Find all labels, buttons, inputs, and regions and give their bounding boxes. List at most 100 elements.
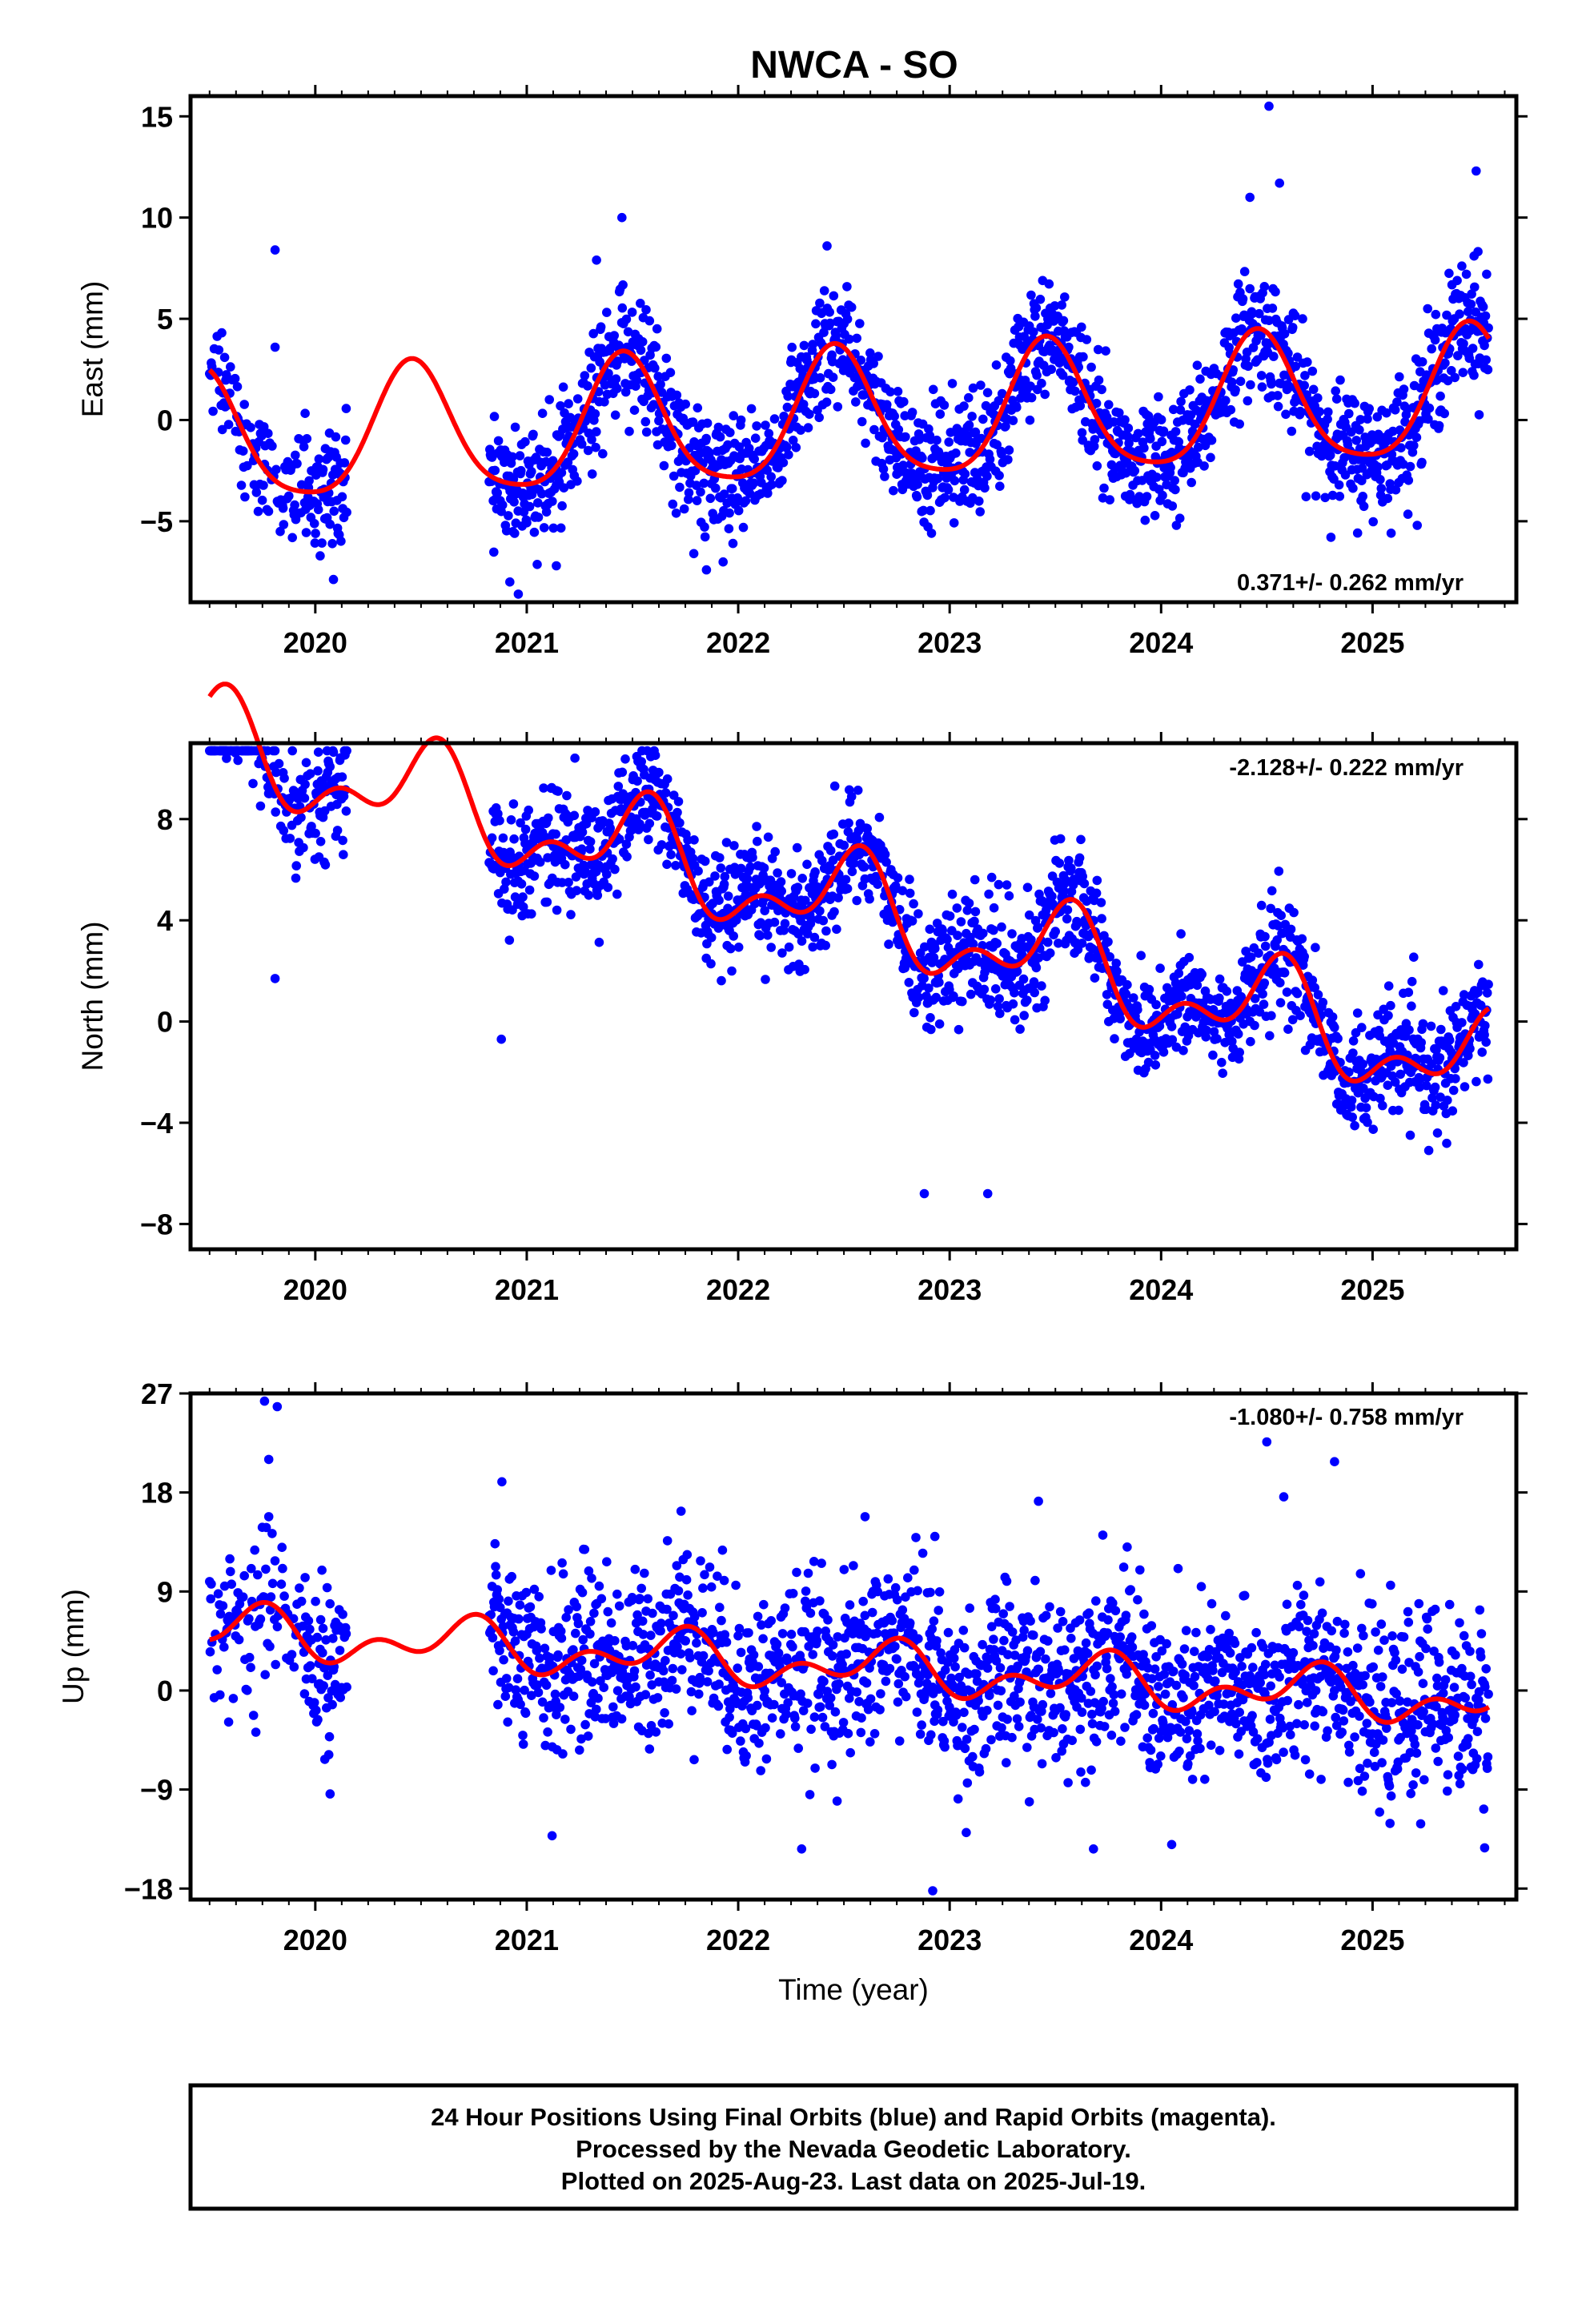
north-data-point (1330, 1023, 1339, 1032)
east-data-point (318, 464, 328, 475)
up-data-point (733, 1663, 742, 1673)
east-data-point (980, 483, 990, 493)
east-data-point (1008, 416, 1018, 425)
north-data-point (829, 781, 840, 791)
north-data-point (553, 786, 563, 796)
east-data-point (217, 328, 227, 338)
east-data-point (917, 453, 927, 463)
up-data-point (741, 1751, 751, 1761)
up-data-point (631, 1682, 640, 1692)
east-data-point (544, 395, 554, 404)
east-data-point (500, 457, 509, 468)
up-data-point (834, 1679, 844, 1689)
east-data-point (1323, 407, 1333, 417)
up-data-point (705, 1562, 715, 1572)
up-data-point (305, 1624, 315, 1634)
north-data-point (299, 842, 308, 853)
up-data-point (488, 1633, 498, 1642)
east-data-point (928, 384, 938, 395)
up-data-point (594, 1581, 604, 1591)
up-data-point (265, 1642, 275, 1651)
up-data-point (215, 1690, 225, 1700)
up-data-point (512, 1674, 523, 1683)
east-data-point (845, 334, 854, 344)
up-data-point (630, 1564, 640, 1574)
east-data-point (1399, 384, 1409, 394)
north-data-point (1448, 1085, 1459, 1096)
north-data-point (1250, 1020, 1259, 1031)
east-data-point (1474, 410, 1484, 420)
north-data-point (594, 937, 604, 947)
north-ytick-label: 8 (157, 803, 173, 836)
north-data-point (1260, 931, 1270, 942)
up-ytick-label: 0 (157, 1675, 173, 1707)
up-data-point (555, 1703, 565, 1712)
north-data-point (992, 939, 1002, 948)
north-data-point (852, 895, 861, 906)
north-data-point (997, 922, 1006, 932)
up-data-point (327, 1699, 337, 1710)
east-data-point (342, 507, 351, 517)
north-rate-label: -2.128+/- 0.222 mm/yr (1229, 755, 1464, 781)
east-data-point (1098, 493, 1108, 503)
up-data-point (830, 1707, 841, 1717)
up-data-point (683, 1590, 693, 1600)
east-data-point (994, 471, 1004, 480)
east-data-point (1257, 382, 1267, 392)
up-data-point (592, 1704, 601, 1715)
east-data-point (636, 345, 646, 356)
east-data-point (1300, 371, 1310, 380)
east-data-point (1295, 406, 1305, 416)
north-data-point (590, 807, 600, 817)
north-data-point (551, 829, 560, 839)
east-data-point (781, 442, 792, 452)
north-data-point (880, 850, 890, 859)
east-data-point (291, 450, 300, 460)
east-data-point (1094, 375, 1104, 385)
north-data-point (1079, 879, 1090, 889)
east-data-point (1326, 533, 1336, 542)
east-data-point (1140, 515, 1150, 525)
east-data-point (1417, 357, 1427, 367)
up-data-point (743, 1693, 753, 1703)
up-data-point (819, 1676, 829, 1687)
north-data-point (527, 909, 536, 919)
east-data-point (1032, 370, 1042, 380)
east-data-point (912, 492, 922, 502)
east-xtick-label: 2023 (917, 626, 982, 659)
north-ytick-label: 0 (157, 1006, 173, 1039)
east-data-point (239, 400, 250, 409)
east-data-point (1246, 380, 1255, 390)
east-data-point (1291, 361, 1301, 372)
east-data-point (1233, 279, 1243, 289)
up-data-point (213, 1589, 223, 1598)
north-data-point (1403, 987, 1414, 997)
east-data-point (1435, 391, 1445, 401)
north-data-point (821, 940, 830, 951)
east-data-point (939, 400, 950, 410)
east-data-point (661, 353, 672, 364)
east-data-point (1152, 472, 1162, 482)
north-data-point (990, 984, 1001, 994)
east-data-point (756, 489, 765, 499)
east-data-point (791, 443, 801, 452)
up-data-point (303, 1616, 314, 1626)
up-xtick-label: 2025 (1340, 1924, 1404, 1956)
east-outlier-point (617, 212, 627, 223)
east-data-point (1335, 375, 1345, 385)
north-data-point (947, 889, 958, 899)
north-data-point (337, 772, 347, 782)
north-data-point (1222, 987, 1232, 996)
east-data-point (833, 402, 843, 412)
up-data-point (673, 1586, 684, 1596)
east-data-point (1068, 377, 1078, 388)
up-data-point (827, 1759, 837, 1770)
up-data-point (702, 1677, 713, 1687)
east-data-point (976, 433, 986, 444)
east-data-point (950, 476, 960, 486)
east-data-point (1405, 461, 1415, 472)
north-data-point (1407, 976, 1417, 987)
east-data-point (733, 505, 744, 516)
east-points (204, 101, 1493, 599)
east-outlier-point (513, 589, 524, 599)
